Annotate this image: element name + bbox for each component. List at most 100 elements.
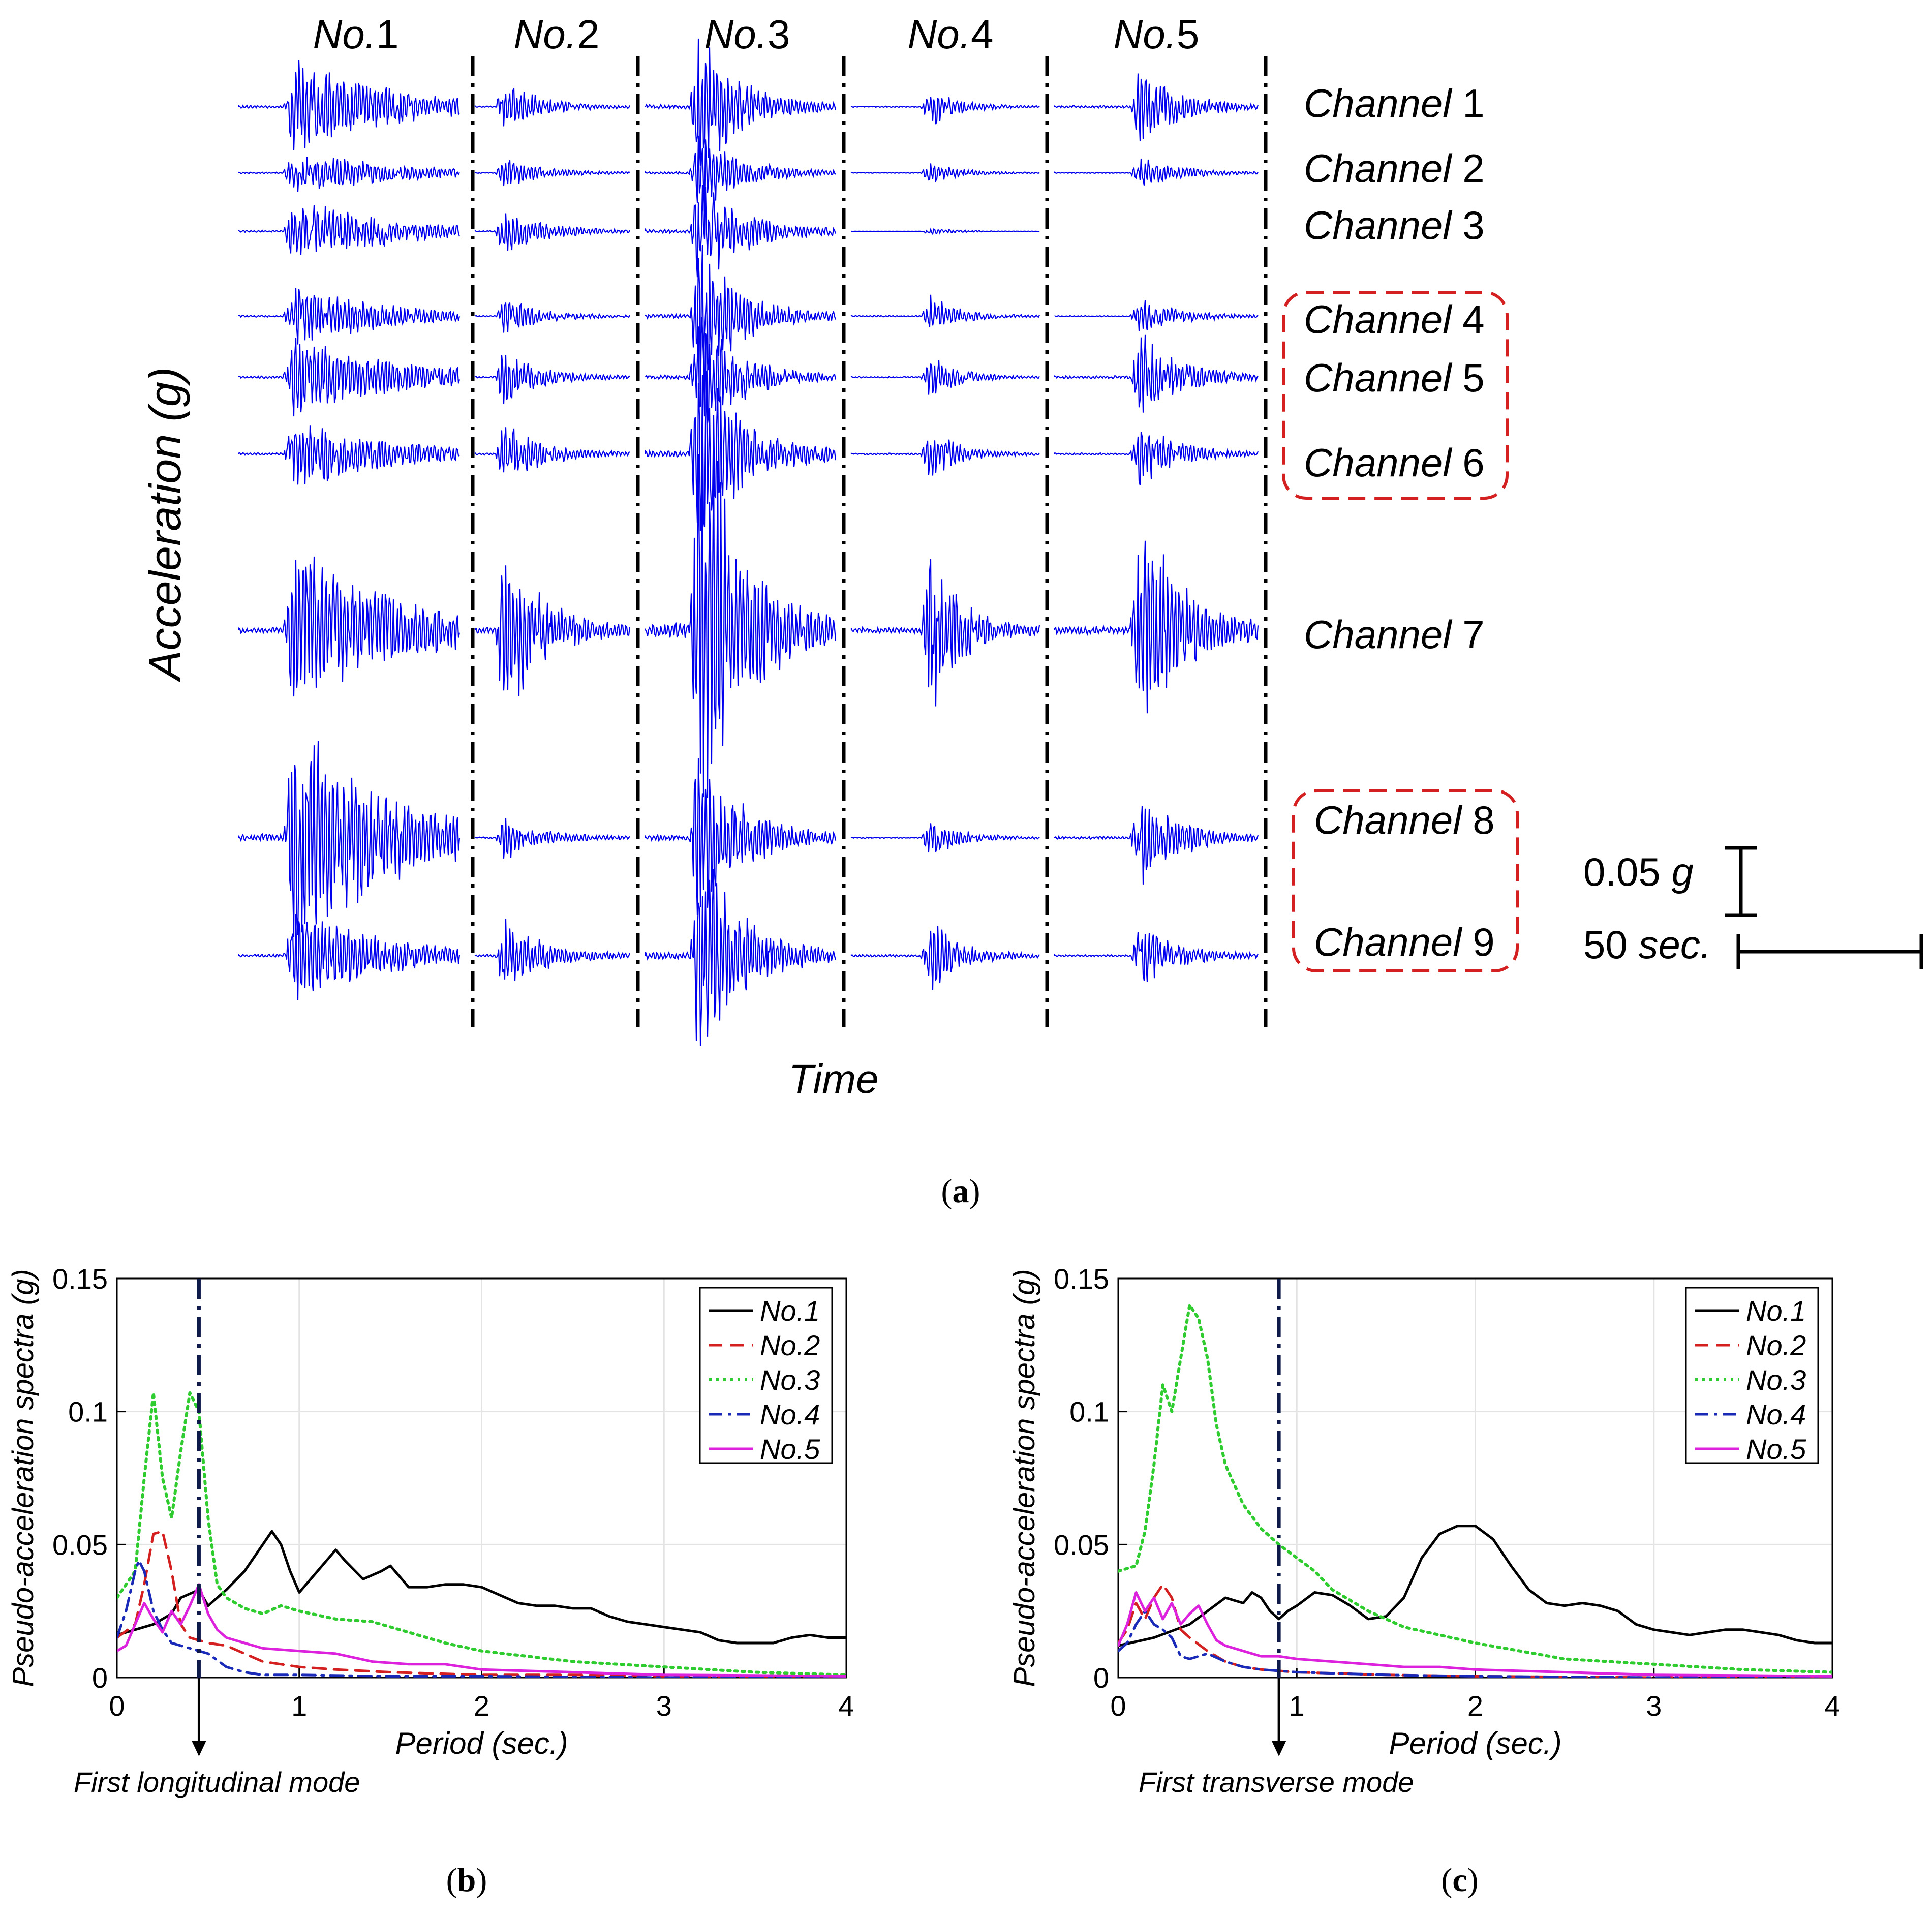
channel-label-word: Channel — [1314, 920, 1473, 964]
waveform-trace-channel-2-no4 — [850, 163, 1040, 183]
waveform-trace-channel-8-no2 — [474, 818, 630, 859]
waveform-trace-channel-8-no5 — [1054, 806, 1259, 885]
channel-label-9: Channel 9 — [1314, 920, 1495, 964]
waveform-trace-channel-1-no2 — [474, 87, 631, 127]
channel-label-number: 7 — [1462, 612, 1484, 657]
waveform-trace-channel-5-no4 — [850, 360, 1040, 395]
waveform-trace-channel-6-no3 — [645, 370, 837, 531]
event-label-prefix: No. — [908, 12, 971, 57]
caption-letter: a — [953, 1173, 969, 1210]
channel-label-number: 3 — [1462, 203, 1484, 248]
channel-label-6: Channel 6 — [1304, 440, 1485, 485]
legend-label-no3: No.3 — [1746, 1364, 1806, 1396]
time-scale-unit: sec. — [1638, 922, 1711, 967]
channel-label-4: Channel 4 — [1304, 297, 1485, 342]
channel-label-word: Channel — [1304, 440, 1462, 485]
waveform-trace-channel-6-no2 — [474, 427, 630, 473]
caption-paren: ( — [1441, 1862, 1452, 1899]
y-tick-label: 0.05 — [1054, 1529, 1109, 1561]
mode-arrow-head — [192, 1741, 206, 1756]
y-tick-label: 0.1 — [68, 1396, 108, 1428]
y-tick-label: 0.15 — [1054, 1263, 1109, 1295]
channel-label-number: 6 — [1462, 440, 1484, 485]
caption-paren: ) — [476, 1862, 487, 1899]
x-axis-label: Period (sec.) — [395, 1726, 568, 1760]
waveform-trace-channel-4-no3 — [645, 245, 837, 389]
channel-label-1: Channel 1 — [1304, 81, 1485, 126]
waveform-trace-channel-3-no3 — [645, 185, 837, 278]
legend-box — [699, 1287, 833, 1464]
y-tick-label: 0 — [92, 1662, 108, 1694]
series-line-no1 — [117, 1530, 846, 1645]
event-label-number: 3 — [768, 12, 790, 57]
series-line-no3 — [1118, 1303, 1832, 1674]
waveform-trace-channel-2-no2 — [474, 160, 630, 186]
caption-letter: b — [457, 1862, 476, 1899]
channel-label-word: Channel — [1304, 203, 1462, 248]
channel-label-word: Channel — [1304, 297, 1462, 342]
waveform-trace-channel-9-no1 — [238, 914, 461, 1000]
waveform-trace-channel-9-no2 — [474, 919, 631, 981]
waveform-trace-channel-3-no1 — [238, 205, 461, 255]
amplitude-scale-value: 0.05 — [1583, 849, 1671, 894]
waveform-trace-channel-1-no1 — [238, 59, 460, 150]
time-scale-label: 50 sec. — [1583, 922, 1711, 967]
caption-c: (c) — [1441, 1862, 1478, 1899]
panel-c-spectra-transverse: 0 1 2 3 4 0 0.05 0.1 0.15 Period (sec.) Pseudo-acc… — [1008, 1263, 1841, 1899]
waveform-trace-channel-7-no3 — [645, 405, 837, 798]
caption-paren: ( — [446, 1862, 457, 1899]
waveform-trace-channel-7-no4 — [850, 559, 1040, 707]
x-tick-label: 1 — [1289, 1690, 1305, 1722]
waveform-trace-channel-8-no3 — [645, 758, 837, 915]
time-scale-value: 50 — [1583, 922, 1638, 967]
waveform-trace-channel-1-no3 — [645, 38, 837, 166]
series-group — [1118, 1303, 1832, 1678]
event-label-number: 4 — [971, 12, 994, 57]
waveform-trace-channel-9-no3 — [645, 869, 837, 1046]
x-tick-label: 1 — [291, 1690, 307, 1722]
caption-letter: c — [1452, 1862, 1467, 1899]
series-line-no3 — [117, 1391, 846, 1677]
legend-label-no4: No.4 — [760, 1398, 820, 1431]
waveform-trace-channel-5-no5 — [1054, 334, 1259, 413]
event-label-no1: No.1 — [313, 12, 399, 57]
mode-arrow-head — [1272, 1741, 1286, 1756]
waveform-trace-channel-1-no4 — [850, 96, 1040, 125]
event-label-number: 1 — [376, 12, 399, 57]
waveform-trace-channel-4-no5 — [1054, 300, 1259, 331]
channel-label-3: Channel 3 — [1304, 203, 1485, 248]
legend-label-no2: No.2 — [760, 1329, 820, 1361]
x-tick-label: 4 — [838, 1690, 854, 1722]
event-label-prefix: No. — [313, 12, 377, 57]
x-tick-label: 0 — [1110, 1690, 1126, 1722]
waveform-trace-channel-4-no1 — [238, 288, 461, 345]
series-line-no2 — [117, 1530, 846, 1678]
waveform-trace-channel-9-no4 — [850, 926, 1040, 990]
channel-label-5: Channel 5 — [1304, 355, 1485, 400]
caption-paren: ) — [969, 1173, 980, 1210]
waveform-trace-channel-4-no4 — [850, 294, 1040, 327]
channel-label-number: 4 — [1462, 297, 1484, 342]
legend-label-no4: No.4 — [1746, 1398, 1806, 1431]
waveform-trace-channel-5-no2 — [474, 355, 630, 404]
channel-label-number: 5 — [1462, 355, 1484, 400]
waveform-trace-channel-1-no5 — [1054, 73, 1259, 141]
event-label-no5: No.5 — [1114, 12, 1200, 57]
event-label-prefix: No. — [514, 12, 577, 57]
series-line-no5 — [117, 1583, 846, 1678]
caption-paren: ) — [1467, 1862, 1479, 1899]
event-label-no3: No.3 — [704, 12, 790, 57]
channel-label-number: 2 — [1462, 146, 1484, 191]
event-label-prefix: No. — [704, 12, 768, 57]
channel-label-7: Channel 7 — [1304, 612, 1485, 657]
legend-label-no5: No.5 — [1746, 1433, 1806, 1465]
panel-b-spectra-longitudinal: 0 1 2 3 4 0 0.05 0.1 0.15 Period (sec.) Pseudo-acc… — [7, 1263, 854, 1899]
waveform-trace-channel-2-no3 — [645, 135, 836, 212]
y-tick-label: 0.15 — [52, 1263, 108, 1295]
channel-label-2: Channel 2 — [1304, 146, 1485, 191]
highlight-box-channels-8-9 — [1292, 789, 1519, 972]
x-tick-label: 2 — [474, 1690, 489, 1722]
series-line-no4 — [1118, 1609, 1832, 1678]
